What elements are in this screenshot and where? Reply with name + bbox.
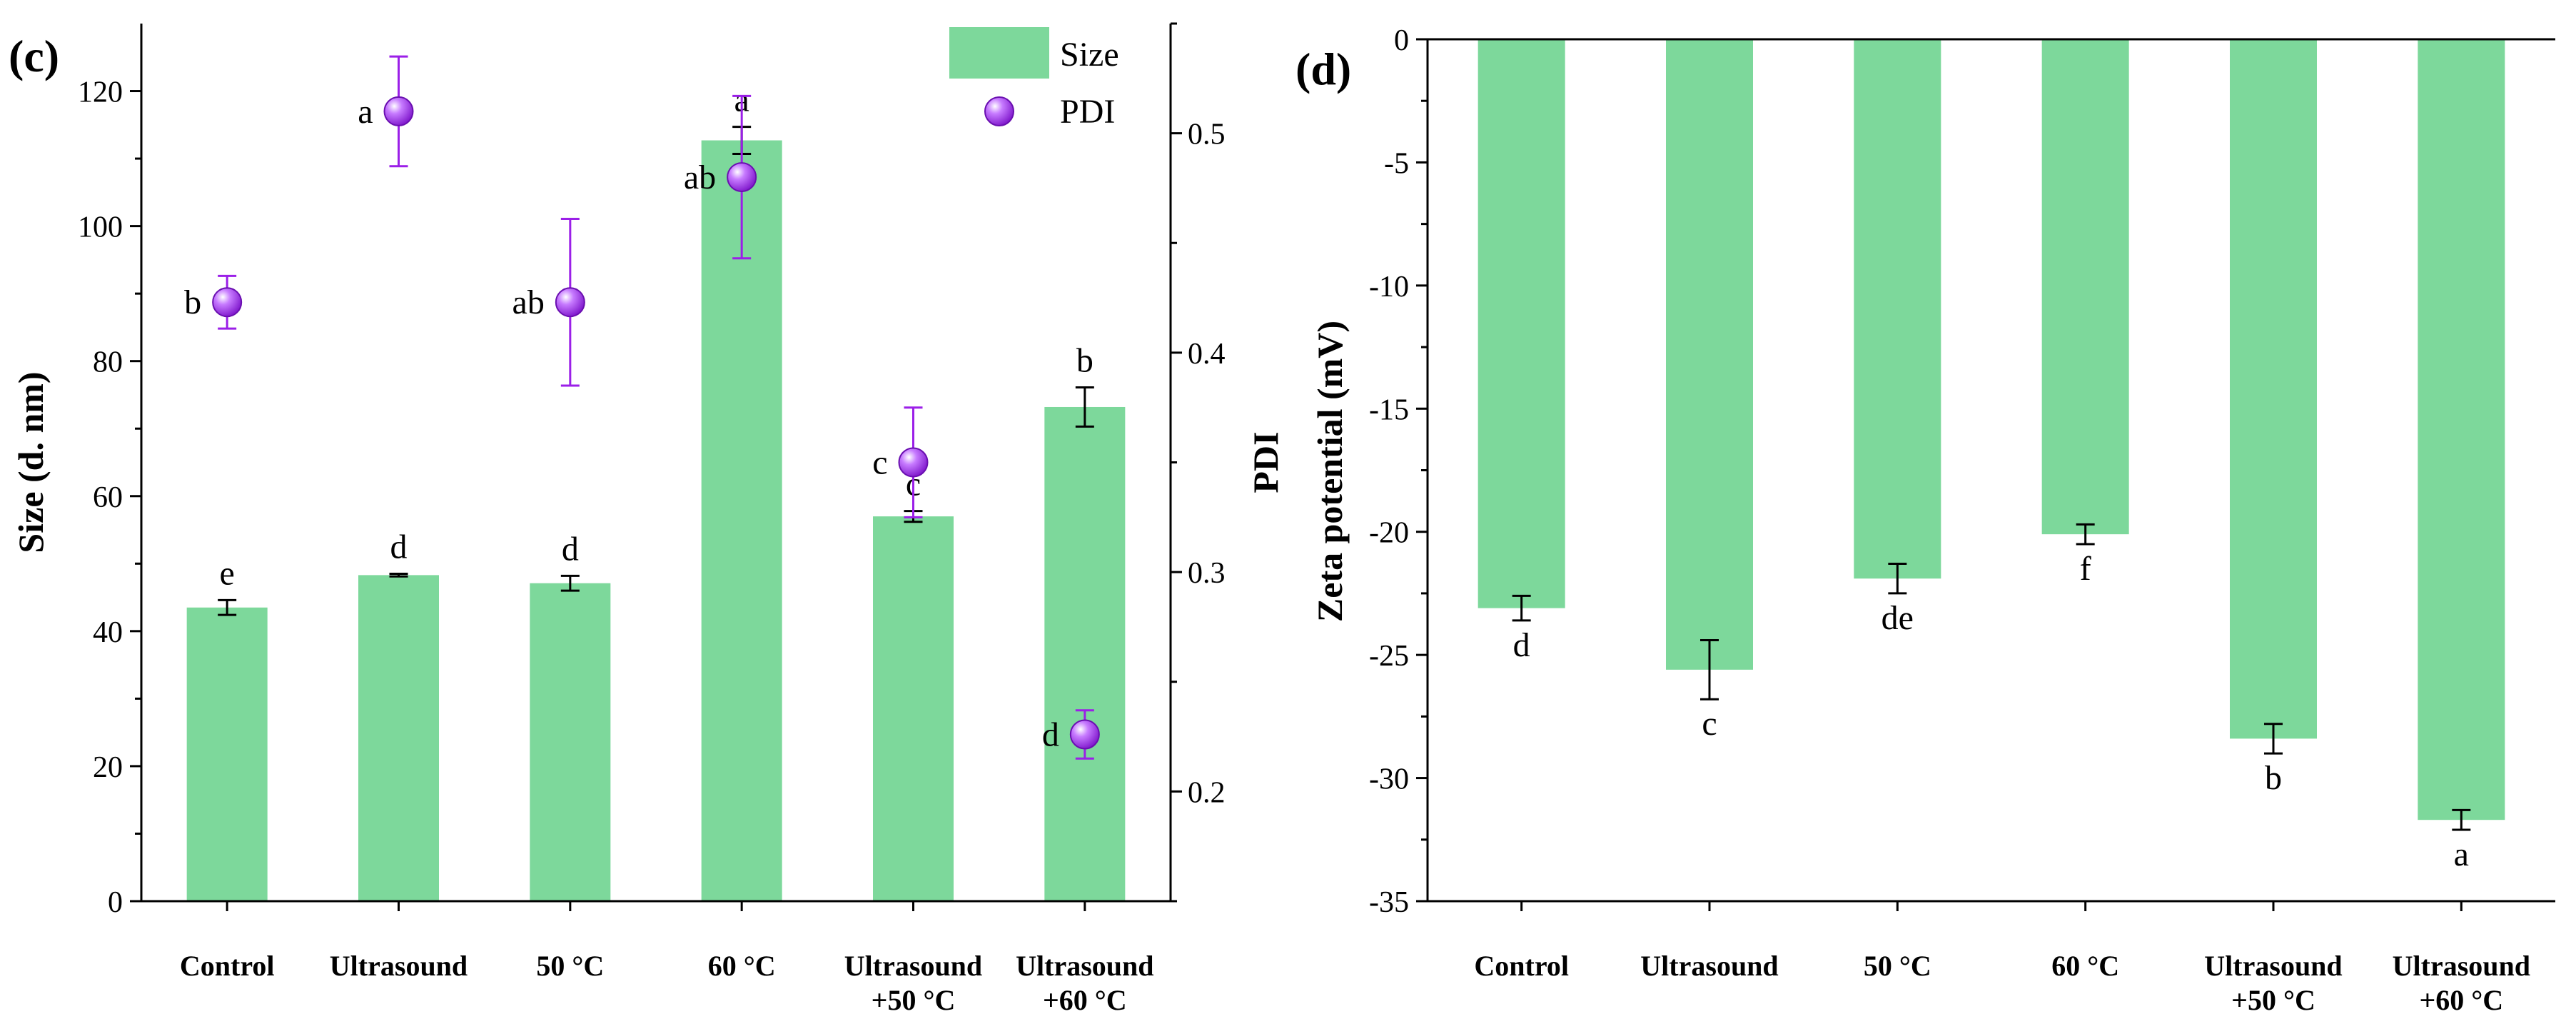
y-tick-label: 20	[93, 751, 123, 784]
x-tick-label-5: +60 °C	[2419, 984, 2503, 1016]
x-tick-label-0: Control	[1474, 950, 1569, 982]
pdi-point	[898, 447, 929, 478]
x-tick-label-4: Ultrasound	[844, 950, 982, 982]
pdi-significance-letter: ab	[684, 159, 716, 196]
zeta-bar	[2230, 39, 2317, 739]
x-tick-label-5: Ultrasound	[1016, 950, 1153, 982]
zeta-significance-letter: de	[1882, 599, 1914, 637]
legend-pdi-label: PDI	[1060, 93, 1115, 131]
y-tick-label: -30	[1369, 763, 1409, 796]
x-tick-label-2: 50 °C	[1864, 950, 1931, 982]
y-tick-label: 0	[108, 886, 123, 919]
y-axis-title: Size (d. nm)	[11, 371, 51, 553]
y-tick-label: -15	[1369, 393, 1409, 426]
size-bar	[701, 140, 782, 902]
size-bar	[873, 516, 954, 901]
x-tick-label-2: 50 °C	[536, 950, 604, 982]
y-tick-label: -5	[1384, 147, 1409, 180]
pdi-point	[212, 287, 243, 318]
y2-axis-title: PDI	[1246, 431, 1286, 493]
size-significance-letter: e	[220, 554, 235, 592]
zeta-significance-letter: a	[2454, 835, 2469, 873]
y-tick-label: 80	[93, 346, 123, 379]
y-tick-label: -10	[1369, 271, 1409, 303]
y-tick-label: -20	[1369, 517, 1409, 550]
pdi-point	[555, 287, 585, 318]
size-bar	[530, 583, 611, 901]
x-tick-label-0: Control	[180, 950, 275, 982]
y2-tick-label: 0.4	[1188, 338, 1226, 371]
y-tick-label: -35	[1369, 886, 1409, 919]
x-tick-label-5: Ultrasound	[2393, 950, 2530, 982]
legend-size-label: Size	[1060, 36, 1119, 74]
y-tick-label: 0	[1394, 24, 1409, 57]
y-tick-label: -25	[1369, 640, 1409, 673]
legend-size-swatch	[949, 27, 1049, 79]
x-tick-label-4: +50 °C	[872, 984, 956, 1016]
pdi-point	[727, 162, 757, 193]
zeta-significance-letter: b	[2265, 759, 2282, 797]
y-tick-label: 60	[93, 481, 123, 514]
x-tick-label-1: Ultrasound	[330, 950, 468, 982]
y2-tick-label: 0.3	[1188, 557, 1226, 590]
zeta-bar	[2418, 39, 2505, 820]
x-tick-label-4: +50 °C	[2231, 984, 2315, 1016]
size-significance-letter: d	[390, 528, 408, 566]
panel-label: (c)	[9, 31, 59, 81]
size-bar	[358, 575, 439, 901]
pdi-point	[1069, 719, 1100, 750]
x-tick-label-1: Ultrasound	[1640, 950, 1778, 982]
x-tick-label-3: 60 °C	[708, 950, 776, 982]
zeta-bar	[1666, 39, 1753, 670]
x-tick-label-4: Ultrasound	[2204, 950, 2342, 982]
zeta-significance-letter: c	[1702, 705, 1717, 743]
panel-d-zeta-potential-chart: d c de f b a 0 -5 -10 -15 -20 -25 -30 -35 Control Ultra…	[1295, 24, 2555, 1016]
y-tick-label: 120	[78, 76, 123, 109]
pdi-point	[383, 96, 414, 126]
panel-c-size-pdi-chart: eddacbbaababcd0204060801001200.20.30.40.…	[9, 22, 1286, 1016]
zeta-bar	[1478, 39, 1565, 608]
legend-pdi-marker	[984, 96, 1014, 126]
zeta-bar	[2041, 39, 2129, 535]
pdi-significance-letter: a	[358, 93, 373, 131]
zeta-significance-letter: f	[2080, 550, 2091, 588]
x-tick-label-3: 60 °C	[2051, 950, 2119, 982]
pdi-significance-letter: d	[1042, 716, 1059, 753]
pdi-significance-letter: b	[184, 283, 201, 321]
size-bar	[186, 607, 268, 901]
y-axis-title: Zeta potential (mV)	[1310, 321, 1350, 622]
y2-tick-label: 0.5	[1188, 119, 1226, 151]
zeta-significance-letter: d	[1513, 626, 1530, 664]
size-significance-letter: b	[1076, 342, 1093, 380]
size-significance-letter: d	[562, 530, 579, 568]
y-tick-label: 40	[93, 616, 123, 649]
y2-tick-label: 0.2	[1188, 776, 1226, 809]
pdi-significance-letter: ab	[512, 283, 545, 321]
zeta-bar	[1854, 39, 1941, 579]
panel-label: (d)	[1295, 44, 1351, 94]
y-tick-label: 100	[78, 211, 123, 244]
x-tick-label-5: +60 °C	[1043, 984, 1127, 1016]
pdi-significance-letter: c	[872, 444, 887, 482]
size-bar	[1044, 406, 1126, 901]
